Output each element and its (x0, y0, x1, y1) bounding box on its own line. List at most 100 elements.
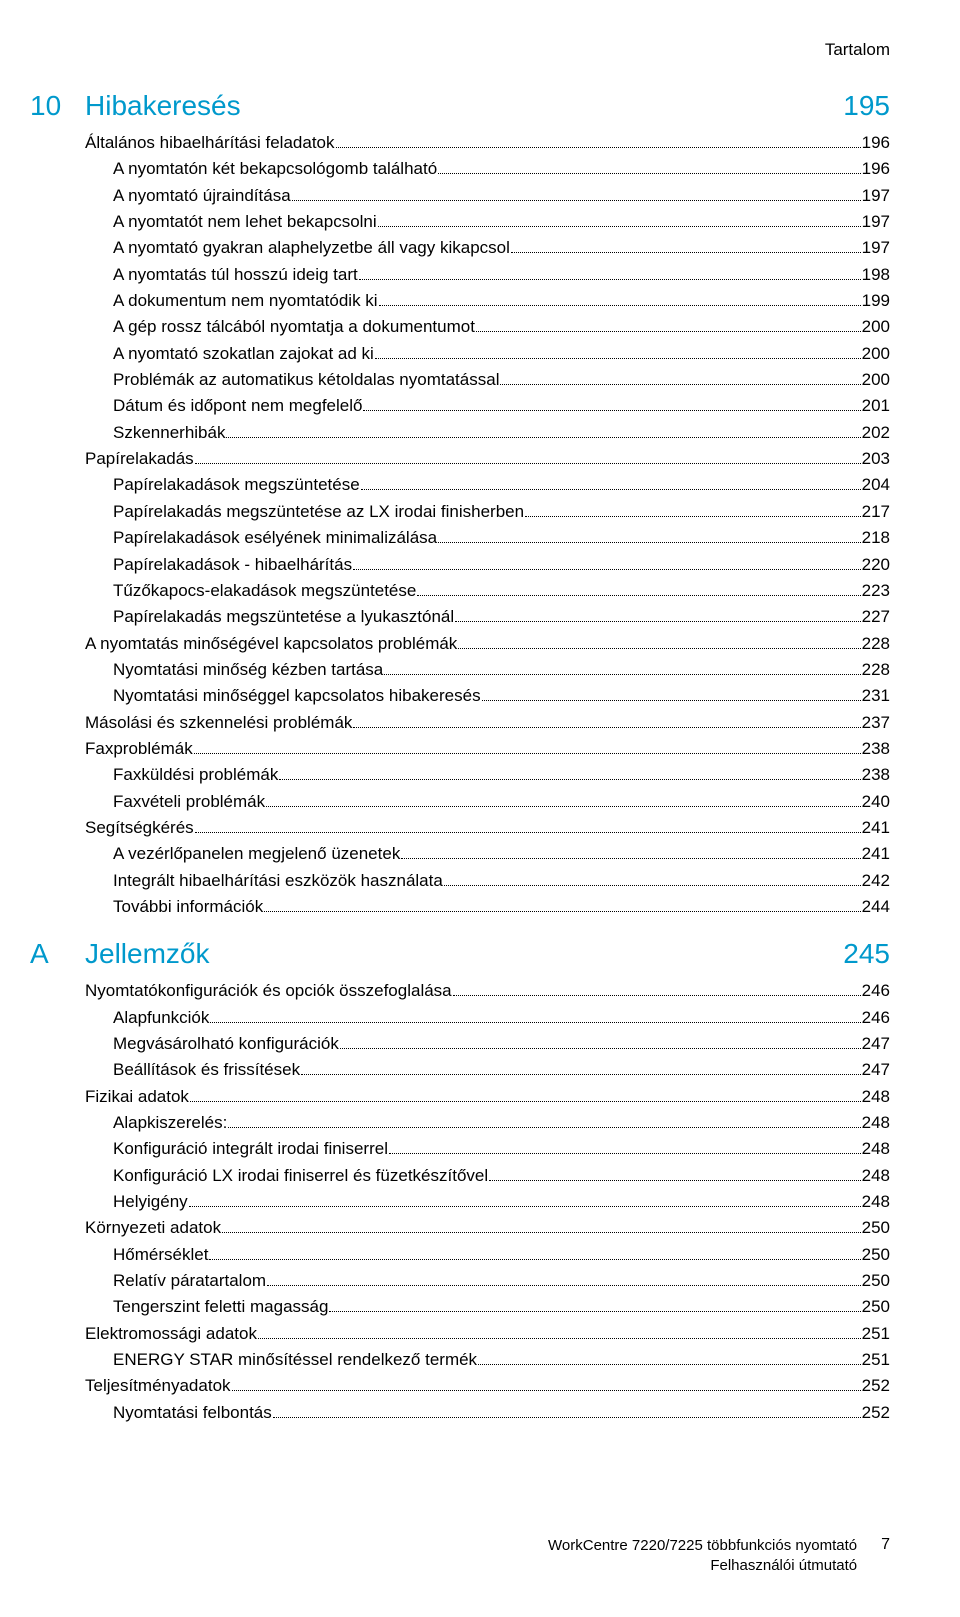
toc-entry[interactable]: Relatív páratartalom250 (85, 1268, 890, 1294)
toc-leader-dots (511, 252, 861, 253)
toc-entry-label: A gép rossz tálcából nyomtatja a dokumen… (113, 314, 475, 340)
chapter-title: Hibakeresés (85, 90, 830, 122)
toc-entry-label: Dátum és időpont nem megfelelő (113, 393, 362, 419)
toc-entry[interactable]: Faxproblémák238 (85, 736, 890, 762)
toc-entry[interactable]: Helyigény248 (85, 1189, 890, 1215)
toc-entry[interactable]: Konfiguráció LX irodai finiserrel és füz… (85, 1163, 890, 1189)
toc-entry[interactable]: Nyomtatási felbontás252 (85, 1400, 890, 1426)
toc-entry-page: 246 (862, 978, 890, 1004)
toc-entry[interactable]: Dátum és időpont nem megfelelő 201 (85, 393, 890, 419)
toc-leader-dots (279, 779, 860, 780)
toc-leader-dots (273, 1417, 861, 1418)
toc-entry-label: Konfiguráció LX irodai finiserrel és füz… (113, 1163, 488, 1189)
chapter-heading[interactable]: 10Hibakeresés195 (30, 90, 890, 122)
toc-entry-page: 200 (862, 341, 890, 367)
toc-entry[interactable]: A vezérlőpanelen megjelenő üzenetek241 (85, 841, 890, 867)
toc-entry[interactable]: Szkennerhibák202 (85, 420, 890, 446)
toc-entry[interactable]: Hőmérséklet250 (85, 1242, 890, 1268)
toc-entry[interactable]: Környezeti adatok250 (85, 1215, 890, 1241)
toc-entry[interactable]: A nyomtató újraindítása197 (85, 183, 890, 209)
toc-leader-dots (379, 305, 861, 306)
footer-line2: Felhasználói útmutató (548, 1556, 857, 1576)
toc-entry[interactable]: Alapfunkciók246 (85, 1005, 890, 1031)
toc-entry[interactable]: A nyomtató szokatlan zajokat ad ki200 (85, 341, 890, 367)
toc-entry-label: Papírelakadás (85, 446, 194, 472)
toc-leader-dots (258, 1338, 861, 1339)
chapter-heading[interactable]: AJellemzők245 (30, 938, 890, 970)
toc-entry[interactable]: Teljesítményadatok252 (85, 1373, 890, 1399)
toc-entry[interactable]: Megvásárolható konfigurációk247 (85, 1031, 890, 1057)
toc-leader-dots (336, 147, 861, 148)
toc-entry-label: Tengerszint feletti magasság (113, 1294, 328, 1320)
toc-entry[interactable]: A dokumentum nem nyomtatódik ki199 (85, 288, 890, 314)
toc-entry-label: Papírelakadás megszüntetése a lyukasztón… (113, 604, 454, 630)
toc-container: 10Hibakeresés195 Általános hibaelhárítási… (30, 90, 890, 1426)
toc-entry-label: A nyomtatót nem lehet bekapcsolni (113, 209, 377, 235)
toc-entry-page: 203 (862, 446, 890, 472)
toc-entry-page: 242 (862, 868, 890, 894)
toc-entry[interactable]: Papírelakadások megszüntetése204 (85, 472, 890, 498)
toc-leader-dots (226, 437, 860, 438)
toc-entry[interactable]: A nyomtatót nem lehet bekapcsolni 197 (85, 209, 890, 235)
toc-entry[interactable]: A nyomtató gyakran alaphelyzetbe áll vag… (85, 235, 890, 261)
toc-entry[interactable]: Papírelakadás megszüntetése a lyukasztón… (85, 604, 890, 630)
toc-entry[interactable]: Nyomtatási minőség kézben tartása228 (85, 657, 890, 683)
toc-entry[interactable]: Fizikai adatok248 (85, 1084, 890, 1110)
toc-leader-dots (478, 1364, 861, 1365)
toc-entry[interactable]: Problémák az automatikus kétoldalas nyom… (85, 367, 890, 393)
toc-entry-page: 223 (862, 578, 890, 604)
toc-entry[interactable]: Papírelakadás megszüntetése az LX irodai… (85, 499, 890, 525)
toc-entry[interactable]: Általános hibaelhárítási feladatok196 (85, 130, 890, 156)
toc-entry[interactable]: A nyomtatón két bekapcsológomb található… (85, 156, 890, 182)
toc-entry-label: ENERGY STAR minősítéssel rendelkező term… (113, 1347, 477, 1373)
toc-leader-dots (210, 1022, 860, 1023)
toc-entry-label: Faxproblémák (85, 736, 193, 762)
toc-entry-label: Hőmérséklet (113, 1242, 208, 1268)
toc-entry-page: 227 (862, 604, 890, 630)
toc-entry[interactable]: ENERGY STAR minősítéssel rendelkező term… (85, 1347, 890, 1373)
toc-entry-page: 200 (862, 367, 890, 393)
toc-entry-page: 248 (862, 1136, 890, 1162)
toc-entry[interactable]: A nyomtatás minőségével kapcsolatos prob… (85, 631, 890, 657)
toc-leader-dots (458, 648, 860, 649)
toc-entry[interactable]: Elektromossági adatok251 (85, 1321, 890, 1347)
toc-entry[interactable]: Faxküldési problémák238 (85, 762, 890, 788)
toc-entry[interactable]: Tűzőkapocs-elakadások megszüntetése223 (85, 578, 890, 604)
toc-entry-label: Teljesítményadatok (85, 1373, 231, 1399)
toc-leader-dots (389, 1153, 861, 1154)
toc-entry-page: 220 (862, 552, 890, 578)
toc-entry[interactable]: Nyomtatási minőséggel kapcsolatos hibake… (85, 683, 890, 709)
toc-entry[interactable]: Faxvételi problémák240 (85, 789, 890, 815)
toc-entry-page: 201 (862, 393, 890, 419)
toc-entry[interactable]: Papírelakadások - hibaelhárítás 220 (85, 552, 890, 578)
toc-entry[interactable]: A nyomtatás túl hosszú ideig tart198 (85, 262, 890, 288)
toc-entry[interactable]: Beállítások és frissítések247 (85, 1057, 890, 1083)
toc-entry[interactable]: Konfiguráció integrált irodai finiserrel… (85, 1136, 890, 1162)
toc-entry[interactable]: Segítségkérés241 (85, 815, 890, 841)
toc-entry[interactable]: Papírelakadás 203 (85, 446, 890, 472)
toc-entry[interactable]: Nyomtatókonfigurációk és opciók összefog… (85, 978, 890, 1004)
toc-entry-label: Elektromossági adatok (85, 1321, 257, 1347)
toc-entry[interactable]: A gép rossz tálcából nyomtatja a dokumen… (85, 314, 890, 340)
toc-entry-label: Papírelakadások - hibaelhárítás (113, 552, 352, 578)
toc-leader-dots (266, 806, 861, 807)
toc-entry-page: 231 (862, 683, 890, 709)
toc-entry[interactable]: Papírelakadások esélyének minimalizálása… (85, 525, 890, 551)
toc-entry[interactable]: További információk244 (85, 894, 890, 920)
toc-entry-label: Konfiguráció integrált irodai finiserrel (113, 1136, 388, 1162)
toc-entry[interactable]: Tengerszint feletti magasság250 (85, 1294, 890, 1320)
toc-entry-page: 250 (862, 1215, 890, 1241)
toc-entry-page: 196 (862, 156, 890, 182)
toc-entry-page: 247 (862, 1057, 890, 1083)
toc-entry-label: Faxküldési problémák (113, 762, 278, 788)
chapter-number: A (30, 938, 85, 970)
toc-leader-dots (417, 595, 860, 596)
toc-entry[interactable]: Alapkiszerelés:248 (85, 1110, 890, 1136)
toc-entry-label: Alapfunkciók (113, 1005, 209, 1031)
toc-entry[interactable]: Integrált hibaelhárítási eszközök haszná… (85, 868, 890, 894)
toc-entry[interactable]: Másolási és szkennelési problémák237 (85, 710, 890, 736)
toc-leader-dots (329, 1311, 860, 1312)
toc-leader-dots (190, 1101, 861, 1102)
toc-entries: Nyomtatókonfigurációk és opciók összefog… (85, 978, 890, 1426)
toc-entry-page: 197 (862, 209, 890, 235)
